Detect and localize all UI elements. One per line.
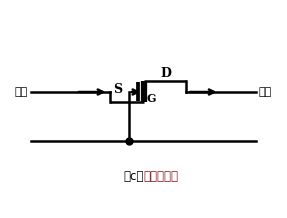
Text: S: S — [114, 83, 123, 96]
Text: 输出: 输出 — [259, 87, 272, 97]
Text: D: D — [161, 67, 171, 80]
Text: 输入: 输入 — [15, 87, 28, 97]
Text: （c）: （c） — [123, 170, 144, 184]
Text: 共栅放大器: 共栅放大器 — [144, 170, 179, 184]
Text: G: G — [146, 93, 156, 104]
